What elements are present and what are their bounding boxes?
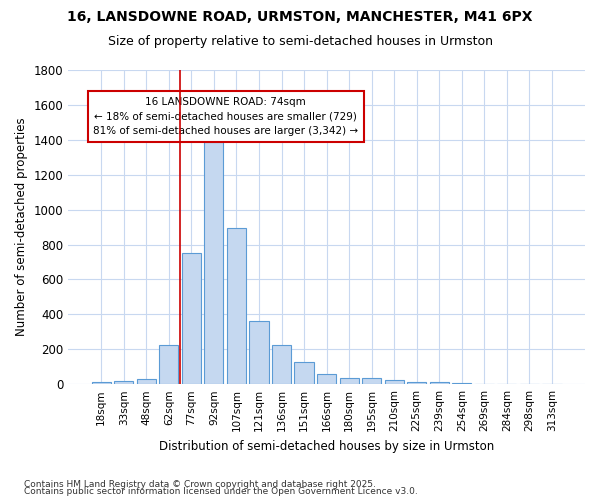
Text: Size of property relative to semi-detached houses in Urmston: Size of property relative to semi-detach…: [107, 35, 493, 48]
Bar: [385, 380, 404, 384]
Bar: [362, 378, 381, 384]
Text: 16 LANSDOWNE ROAD: 74sqm
← 18% of semi-detached houses are smaller (729)
81% of : 16 LANSDOWNE ROAD: 74sqm ← 18% of semi-d…: [93, 96, 358, 136]
Y-axis label: Number of semi-detached properties: Number of semi-detached properties: [15, 118, 28, 336]
Text: Contains HM Land Registry data © Crown copyright and database right 2025.: Contains HM Land Registry data © Crown c…: [24, 480, 376, 489]
Bar: [227, 228, 246, 384]
Text: 16, LANSDOWNE ROAD, URMSTON, MANCHESTER, M41 6PX: 16, LANSDOWNE ROAD, URMSTON, MANCHESTER,…: [67, 10, 533, 24]
Bar: [272, 345, 291, 384]
Bar: [407, 382, 426, 384]
Bar: [182, 254, 201, 384]
Bar: [295, 362, 314, 384]
X-axis label: Distribution of semi-detached houses by size in Urmston: Distribution of semi-detached houses by …: [159, 440, 494, 452]
Bar: [430, 382, 449, 384]
Bar: [205, 142, 223, 384]
Bar: [317, 374, 336, 384]
Bar: [159, 345, 178, 384]
Text: Contains public sector information licensed under the Open Government Licence v3: Contains public sector information licen…: [24, 487, 418, 496]
Bar: [114, 380, 133, 384]
Bar: [340, 378, 359, 384]
Bar: [137, 379, 156, 384]
Bar: [250, 322, 269, 384]
Bar: [92, 382, 111, 384]
